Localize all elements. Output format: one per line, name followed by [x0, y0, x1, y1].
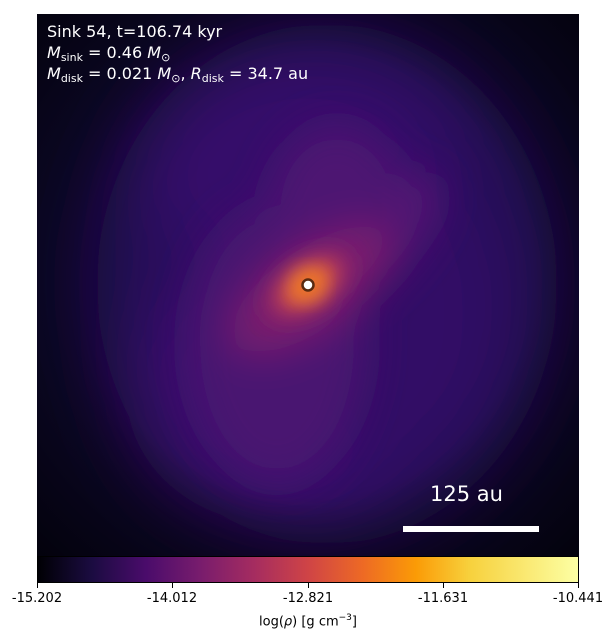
colorbar-tick [172, 583, 173, 588]
colorbar-tick-label: -15.202 [11, 591, 63, 606]
density-field [37, 14, 579, 556]
colorbar-tick [578, 583, 579, 588]
colorbar-tick [443, 583, 444, 588]
colorbar-tick-label: -12.821 [282, 591, 334, 606]
colorbar-tick-label: -14.012 [146, 591, 198, 606]
colorbar-tick [308, 583, 309, 588]
scalebar-label: 125 au [430, 482, 503, 506]
sink-marker [301, 278, 315, 292]
disk-properties: Mdisk = 0.021 M⊙, Rdisk = 34.7 au [47, 64, 309, 85]
scalebar [403, 526, 539, 532]
colorbar-tick-label: -10.441 [552, 591, 604, 606]
msun-symbol: M [157, 64, 172, 83]
colorbar-tick-label: -11.631 [417, 591, 469, 606]
colorbar-label: log(ρ) [g cm−3] [259, 613, 357, 630]
colorbar [37, 556, 579, 583]
sink-label: Sink 54, t=106.74 kyr [47, 22, 223, 41]
density-map [37, 14, 579, 556]
colorbar-tick [37, 583, 38, 588]
sink-mass: Msink = 0.46 M⊙ [47, 43, 171, 64]
msun-sub: ⊙ [171, 72, 181, 85]
